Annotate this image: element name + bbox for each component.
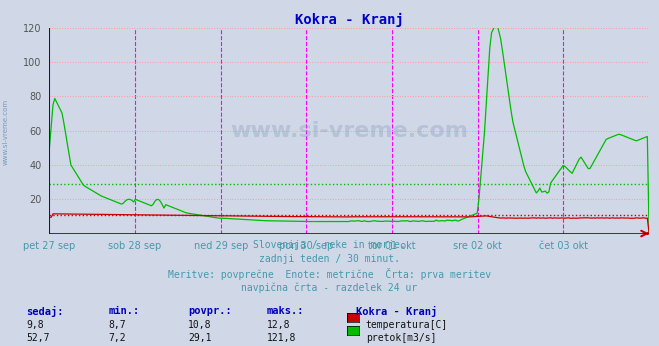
Text: pretok[m3/s]: pretok[m3/s] xyxy=(366,333,436,343)
Text: maks.:: maks.: xyxy=(267,306,304,316)
Text: Meritve: povprečne  Enote: metrične  Črta: prva meritev: Meritve: povprečne Enote: metrične Črta:… xyxy=(168,268,491,281)
Text: 7,2: 7,2 xyxy=(109,333,127,343)
Text: 29,1: 29,1 xyxy=(188,333,212,343)
Text: Slovenija / reke in morje.: Slovenija / reke in morje. xyxy=(253,240,406,251)
Text: 10,8: 10,8 xyxy=(188,320,212,330)
Text: 9,8: 9,8 xyxy=(26,320,44,330)
Text: Kokra - Kranj: Kokra - Kranj xyxy=(356,306,437,317)
Text: navpična črta - razdelek 24 ur: navpična črta - razdelek 24 ur xyxy=(241,282,418,293)
Text: 121,8: 121,8 xyxy=(267,333,297,343)
Text: temperatura[C]: temperatura[C] xyxy=(366,320,448,330)
Text: www.si-vreme.com: www.si-vreme.com xyxy=(230,121,469,140)
Title: Kokra - Kranj: Kokra - Kranj xyxy=(295,12,404,27)
Text: sedaj:: sedaj: xyxy=(26,306,64,317)
Text: 12,8: 12,8 xyxy=(267,320,291,330)
Text: min.:: min.: xyxy=(109,306,140,316)
Text: povpr.:: povpr.: xyxy=(188,306,231,316)
Text: zadnji teden / 30 minut.: zadnji teden / 30 minut. xyxy=(259,255,400,264)
Text: 52,7: 52,7 xyxy=(26,333,50,343)
Text: 8,7: 8,7 xyxy=(109,320,127,330)
Text: www.si-vreme.com: www.si-vreme.com xyxy=(2,98,9,165)
